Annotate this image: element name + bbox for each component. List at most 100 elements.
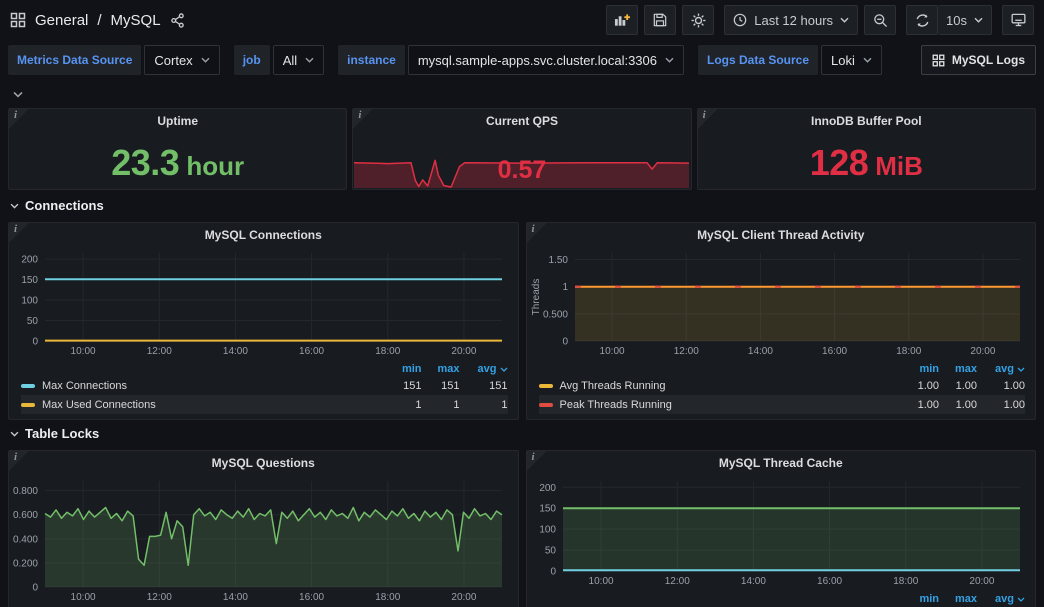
svg-text:10:00: 10:00 [71,592,96,603]
legend-series-toggle[interactable]: Max Connections [21,380,384,392]
legend-min-value: 1.00 [917,379,939,392]
svg-text:0.200: 0.200 [13,558,38,569]
panel-mysql-questions: i MySQL Questions 0.800 0.600 0.400 0.200 0 1… [8,450,519,607]
kiosk-mode-button[interactable] [1002,5,1034,35]
legend-sort-max[interactable]: max [437,362,460,375]
panel-title[interactable]: Current QPS [485,114,558,128]
legend-sort-avg[interactable]: avg [977,593,1025,605]
zoom-out-button[interactable] [864,5,897,35]
legend-sort-avg[interactable]: avg [460,363,508,375]
thread-cache-chart[interactable]: 200 150 100 50 0 10:00 12:00 14:00 16:00 18:00 20:… [529,475,1034,589]
variable-instance: instance mysql.sample-apps.svc.cluster.l… [338,45,684,75]
legend-min-value: 1.00 [917,398,939,411]
legend-min-value: 151 [403,379,422,392]
metrics-datasource-select[interactable]: Cortex [144,45,220,75]
chevron-down-icon [10,431,19,437]
uptime-stat-value: 23.3 hour [9,133,346,189]
svg-text:14:00: 14:00 [223,346,248,357]
thread-activity-chart[interactable]: 1.50 1 0.500 0 10:00 12:00 14:00 16:00 18:00 20:0… [529,247,1034,359]
share-dashboard-icon[interactable] [170,12,185,28]
panel-title[interactable]: MySQL Client Thread Activity [697,228,865,242]
thread-cache-legend: min max avg [527,589,1036,606]
section-title: Connections [25,198,104,213]
legend-sort-min[interactable]: min [919,592,939,605]
svg-text:12:00: 12:00 [147,346,172,357]
svg-text:200: 200 [21,255,38,266]
thread-activity-legend: min max avg Avg Threads Running 1.00 1.00 1.0… [527,359,1036,414]
variable-label: instance [338,45,405,75]
stat-unit: hour [186,151,245,181]
variable-job: job All [233,45,325,75]
svg-text:0: 0 [562,337,568,348]
save-icon [653,13,667,27]
svg-text:0.800: 0.800 [13,486,38,497]
panel-info-icon[interactable]: i [526,223,547,243]
svg-text:18:00: 18:00 [893,576,918,587]
stat-unit: MiB [875,151,923,181]
legend-series-toggle[interactable]: Avg Threads Running [538,380,902,392]
svg-text:12:00: 12:00 [673,346,698,357]
instance-select[interactable]: mysql.sample-apps.svc.cluster.local:3306 [407,45,684,75]
mysql-questions-chart[interactable]: 0.800 0.600 0.400 0.200 0 10:00 12:00 14:00 16:0… [11,475,516,605]
logs-datasource-value: Loki [831,52,855,68]
panel-title[interactable]: MySQL Connections [204,228,322,242]
legend-series-toggle[interactable]: Max Used Connections [21,399,384,411]
svg-text:20:00: 20:00 [451,592,476,603]
legend-series-toggle[interactable]: Peak Threads Running [538,399,902,411]
metrics-datasource-value: Cortex [154,52,193,68]
section-title: Table Locks [25,426,100,441]
panel-info-icon[interactable]: i [9,451,29,471]
chevron-down-icon [665,57,674,63]
breadcrumb-separator: / [97,11,102,29]
submenu-bar: Metrics Data Source Cortex job All insta… [8,44,1036,76]
legend-sort-min[interactable]: min [919,362,939,375]
chevron-down-icon [201,57,210,63]
panel-info-icon[interactable]: i [526,451,547,471]
panel-title[interactable]: InnoDB Buffer Pool [810,114,922,128]
svg-text:12:00: 12:00 [147,592,172,603]
mysql-logs-label: MySQL Logs [951,53,1025,67]
innodb-stat-value: 128 MiB [698,133,1035,189]
add-panel-button[interactable] [606,5,639,35]
svg-text:18:00: 18:00 [375,592,400,603]
legend-sort-min[interactable]: min [401,362,422,375]
save-dashboard-button[interactable] [644,5,677,35]
svg-text:18:00: 18:00 [896,346,921,357]
logs-datasource-select[interactable]: Loki [821,45,882,75]
table-locks-row: i MySQL Questions 0.800 0.600 0.400 0.200 0 1… [8,450,1036,607]
panel-title[interactable]: MySQL Questions [211,456,315,470]
panel-title[interactable]: MySQL Thread Cache [718,456,843,470]
variable-label: Logs Data Source [698,45,819,75]
dashboard-settings-button[interactable] [682,5,715,35]
panel-info-icon[interactable]: i [9,109,29,129]
svg-text:150: 150 [21,275,38,286]
svg-text:20:00: 20:00 [969,576,994,587]
refresh-button[interactable] [906,5,939,35]
mysql-logs-button[interactable]: MySQL Logs [920,45,1036,75]
legend-sort-max[interactable]: max [954,362,977,375]
collapsed-row-toggle-icon[interactable] [13,85,23,103]
refresh-icon [915,13,930,28]
panel-info-icon[interactable]: i [9,223,29,243]
section-table-locks[interactable]: Table Locks [10,426,99,441]
refresh-interval-dropdown[interactable]: 10s [938,5,992,35]
chevron-down-icon [863,57,872,63]
panel-info-icon[interactable]: i [353,109,374,129]
panel-title[interactable]: Uptime [157,114,198,128]
legend-sort-max[interactable]: max [954,592,977,605]
job-select[interactable]: All [272,45,325,75]
breadcrumb-title[interactable]: MySQL [110,11,161,29]
svg-text:0.500: 0.500 [542,309,567,320]
time-range-picker[interactable]: Last 12 hours [724,5,859,35]
svg-text:0.400: 0.400 [13,534,38,545]
navbar-actions: Last 12 hours 10s [606,5,1034,35]
mysql-connections-chart[interactable]: 200 150 100 50 0 10:00 12:00 14:00 16:00 18:00 20:… [11,247,516,359]
legend-sort-avg[interactable]: avg [977,363,1025,375]
breadcrumb-folder[interactable]: General [35,11,89,29]
panel-info-icon[interactable]: i [697,109,718,129]
section-connections[interactable]: Connections [10,198,104,213]
svg-text:16:00: 16:00 [299,346,324,357]
breadcrumb: General / MySQL [10,12,185,29]
legend-avg-value: 1.00 [1003,379,1025,392]
